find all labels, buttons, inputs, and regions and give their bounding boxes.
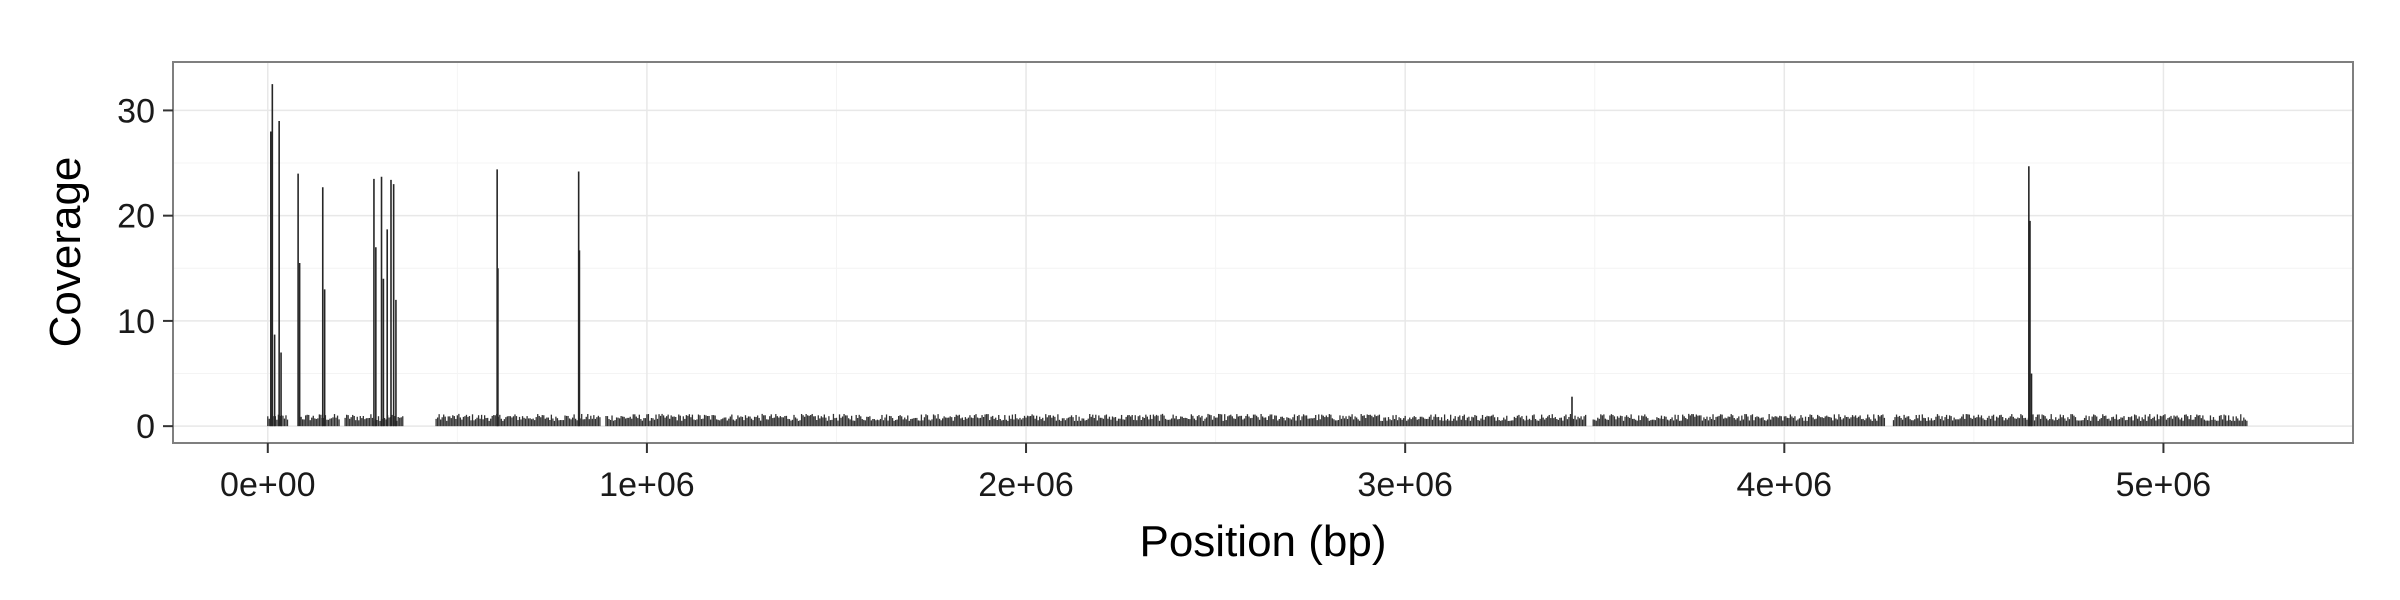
x-tick-label: 5e+06: [2116, 466, 2212, 504]
x-tick-label: 4e+06: [1737, 466, 1833, 504]
x-tick-label: 0e+00: [220, 466, 316, 504]
x-axis-title: Position (bp): [1139, 517, 1386, 566]
y-axis: 0 10 20 30: [117, 92, 173, 446]
x-tick-label: 3e+06: [1357, 466, 1453, 504]
y-tick-label: 30: [117, 92, 155, 130]
plot-border: [172, 61, 2354, 444]
y-tick-label: 10: [117, 303, 155, 341]
x-tick-label: 2e+06: [978, 466, 1074, 504]
x-axis: 0e+00 1e+06 2e+06 3e+06 4e+06 5e+06: [220, 443, 2211, 504]
y-tick-label: 0: [136, 408, 155, 446]
minor-gridlines: [173, 62, 2353, 443]
y-axis-title: Coverage: [41, 157, 90, 348]
y-tick-label: 20: [117, 198, 155, 236]
x-tick-label: 1e+06: [599, 466, 695, 504]
coverage-bars: [267, 84, 2248, 427]
plot-panel: [173, 62, 2353, 443]
